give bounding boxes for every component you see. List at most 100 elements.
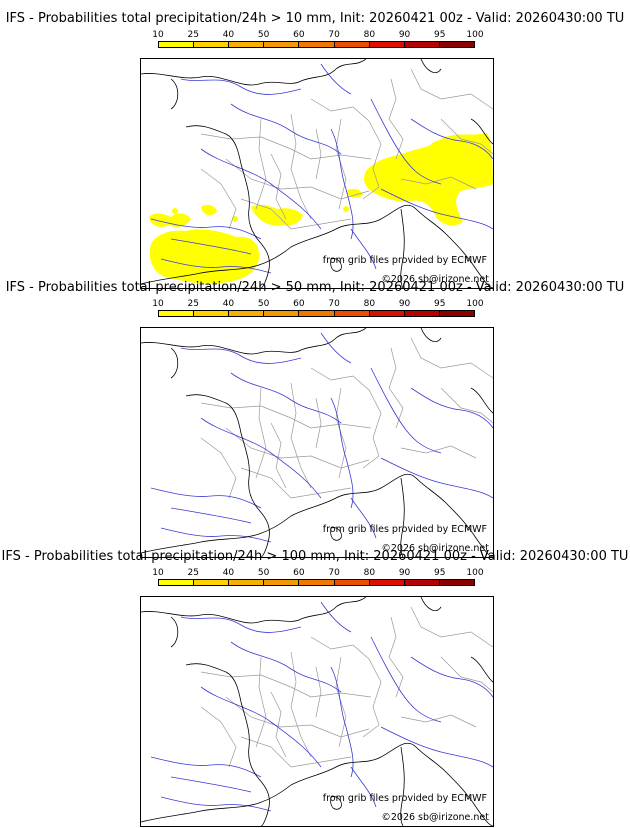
colorbar-swatch: [264, 311, 300, 316]
colorbar-swatch: [229, 311, 265, 316]
colorbar-swatches: [158, 41, 475, 48]
precip-cell: [468, 156, 474, 162]
colorbar-tick-label: 50: [257, 30, 270, 40]
rivers-layer: [150, 601, 493, 812]
colorbar-tick-label: 10: [152, 299, 164, 309]
precip-cell: [418, 176, 424, 182]
colorbar-tick-label: 95: [434, 299, 446, 309]
borders-layer: [200, 337, 493, 499]
colorbar-swatch: [369, 42, 405, 47]
panel-title: IFS - Probabilities total precipitation/…: [5, 11, 625, 26]
rivers-layer: [150, 63, 493, 274]
colorbar: 10 25 40 50 60 70 80 90 95 100: [152, 299, 484, 324]
panel-title: IFS - Probabilities total precipitation/…: [1, 549, 629, 564]
colorbar-swatch: [299, 42, 335, 47]
colorbar-swatch: [334, 580, 370, 585]
rivers-layer: [150, 332, 493, 543]
colorbar-swatches: [158, 579, 475, 586]
map-svg: [141, 59, 493, 288]
borders-layer: [200, 606, 493, 768]
map-svg: [141, 328, 493, 557]
colorbar-tick-label: 100: [466, 299, 484, 309]
colorbar-tick-label: 60: [293, 299, 305, 309]
colorbar-tick-label: 90: [398, 299, 411, 309]
colorbar-tick-label: 10: [152, 568, 164, 578]
map-frame: from grib files provided by ECMWF ©2026 …: [140, 58, 494, 289]
colorbar-tick-label: 40: [222, 568, 235, 578]
colorbar-tick-label: 70: [328, 568, 340, 578]
colorbar-tick-label: 80: [363, 299, 376, 309]
colorbar-swatch: [369, 580, 405, 585]
forecast-panel-2: IFS - Probabilities total precipitation/…: [0, 280, 630, 558]
colorbar-swatch: [194, 311, 230, 316]
colorbar: 10 25 40 50 60 70 80 90 95 100: [152, 30, 484, 55]
source-credit: from grib files provided by ECMWF: [322, 524, 487, 535]
colorbar-swatch: [159, 580, 195, 585]
borders-layer: [200, 68, 493, 230]
colorbar-swatch: [334, 42, 370, 47]
map-frame: from grib files provided by ECMWF ©2026 …: [140, 327, 494, 558]
colorbar-swatch: [299, 580, 335, 585]
source-credit: from grib files provided by ECMWF: [322, 793, 487, 804]
copyright-credit: ©2026 sb@irizone.net: [381, 812, 489, 823]
colorbar-tick-label: 90: [398, 30, 411, 40]
precip-cell: [172, 208, 178, 214]
map-frame: from grib files provided by ECMWF ©2026 …: [140, 596, 494, 827]
precip-cell: [160, 218, 166, 224]
precip-area: [364, 133, 493, 226]
colorbar-swatch: [264, 580, 300, 585]
precip-area: [149, 229, 260, 284]
coastline-layer: [141, 597, 493, 826]
colorbar-swatch: [159, 42, 195, 47]
colorbar-tick-label: 50: [257, 568, 270, 578]
colorbar-tick-label: 10: [152, 30, 164, 40]
colorbar-tick-label: 80: [363, 30, 376, 40]
coastline-layer: [141, 328, 493, 557]
source-credit: from grib files provided by ECMWF: [322, 255, 487, 266]
colorbar-swatch: [404, 42, 440, 47]
colorbar-tick-label: 25: [187, 30, 199, 40]
colorbar-tick-label: 90: [398, 568, 411, 578]
colorbar-tick-label: 70: [328, 299, 340, 309]
colorbar-swatch: [334, 311, 370, 316]
precip-layer: [149, 133, 493, 284]
colorbar-swatches: [158, 310, 475, 317]
precip-cell: [232, 216, 238, 222]
colorbar-swatch: [404, 580, 440, 585]
precip-cell: [208, 206, 214, 212]
colorbar-swatch: [229, 42, 265, 47]
colorbar-swatch: [159, 311, 195, 316]
panel-title: IFS - Probabilities total precipitation/…: [5, 280, 625, 295]
copyright-credit: ©2026 sb@irizone.net: [381, 543, 489, 554]
colorbar-swatch: [229, 580, 265, 585]
colorbar-tick-label: 60: [293, 568, 305, 578]
forecast-panel-1: IFS - Probabilities total precipitation/…: [0, 11, 630, 289]
colorbar-swatch: [264, 42, 300, 47]
precip-area: [431, 139, 461, 154]
colorbar-swatch: [439, 580, 474, 585]
colorbar-swatch: [194, 580, 230, 585]
precip-cell: [343, 206, 349, 212]
colorbar-tick-label: 95: [434, 30, 446, 40]
colorbar-tick-label: 50: [257, 299, 270, 309]
precip-cell: [438, 166, 444, 172]
colorbar-tick-label: 40: [222, 30, 235, 40]
colorbar-swatch: [439, 311, 474, 316]
colorbar-tick-label: 80: [363, 568, 376, 578]
colorbar-swatch: [404, 311, 440, 316]
forecast-panel-3: IFS - Probabilities total precipitation/…: [0, 549, 630, 827]
colorbar-tick-label: 70: [328, 30, 340, 40]
precip-area: [149, 213, 191, 227]
precip-area: [346, 188, 363, 198]
colorbar-tick-label: 25: [187, 299, 199, 309]
coastline-layer: [141, 59, 493, 288]
colorbar-tick-label: 100: [466, 30, 484, 40]
colorbar-tick-label: 100: [466, 568, 484, 578]
colorbar-tick-label: 40: [222, 299, 235, 309]
colorbar-tick-label: 60: [293, 30, 305, 40]
colorbar-swatch: [369, 311, 405, 316]
copyright-credit: ©2026 sb@irizone.net: [381, 274, 489, 285]
colorbar-swatch: [299, 311, 335, 316]
colorbar-tick-label: 95: [434, 568, 446, 578]
colorbar-swatch: [439, 42, 474, 47]
